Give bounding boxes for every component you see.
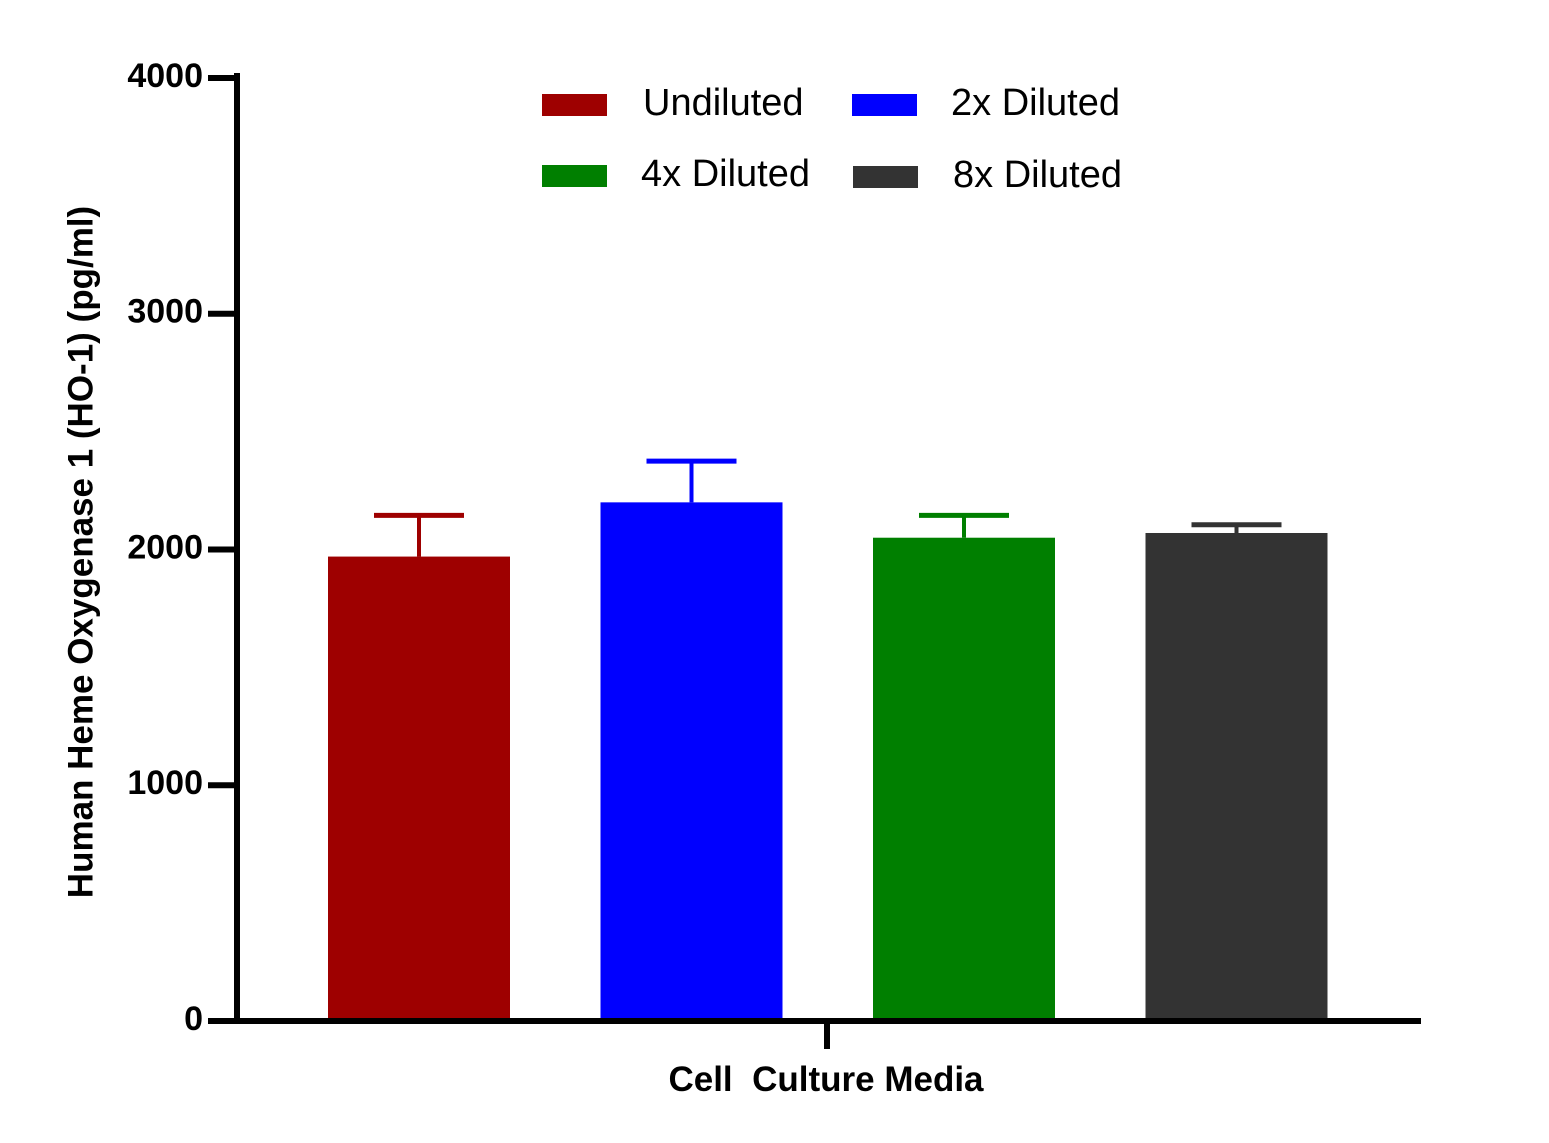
bar-8x-diluted [1145,532,1328,1021]
error-bar [919,512,1009,538]
bar-undiluted [328,556,510,1021]
y-axis-title: Human Heme Oxygenase 1 (HO-1) (pg/ml) [61,206,100,898]
y-tick-label: 1000 [127,764,203,802]
y-tick-label: 3000 [127,293,203,331]
legend-swatch [542,94,607,116]
legend-swatch [542,165,607,187]
legend-item: 4x Diluted [542,153,810,195]
legend-item: 2x Diluted [852,82,1120,124]
error-bar [374,512,464,557]
y-tick-label: 0 [184,1000,203,1038]
error-bars-group [374,458,1282,557]
y-axis-ticks: 0 1000 2000 3000 4000 [127,57,237,1038]
legend-label: 2x Diluted [951,82,1120,124]
legend-label: Undiluted [643,82,804,124]
bar-2x-diluted [600,502,783,1022]
bars-group [328,502,1328,1022]
error-bar [646,458,737,503]
y-tick-label: 4000 [127,57,203,95]
legend-item: Undiluted [542,82,804,124]
legend-swatch [853,166,918,188]
legend-swatch [852,94,917,116]
bar-4x-diluted [873,537,1055,1021]
y-tick-label: 2000 [127,528,203,566]
legend-item: 8x Diluted [853,154,1122,196]
error-bar [1191,522,1282,533]
legend-label: 8x Diluted [953,154,1122,196]
x-axis-title: Cell Culture Media [668,1060,984,1099]
legend: Undiluted 2x Diluted 4x Diluted 8x Diluted [542,82,1122,196]
legend-label: 4x Diluted [641,153,810,195]
